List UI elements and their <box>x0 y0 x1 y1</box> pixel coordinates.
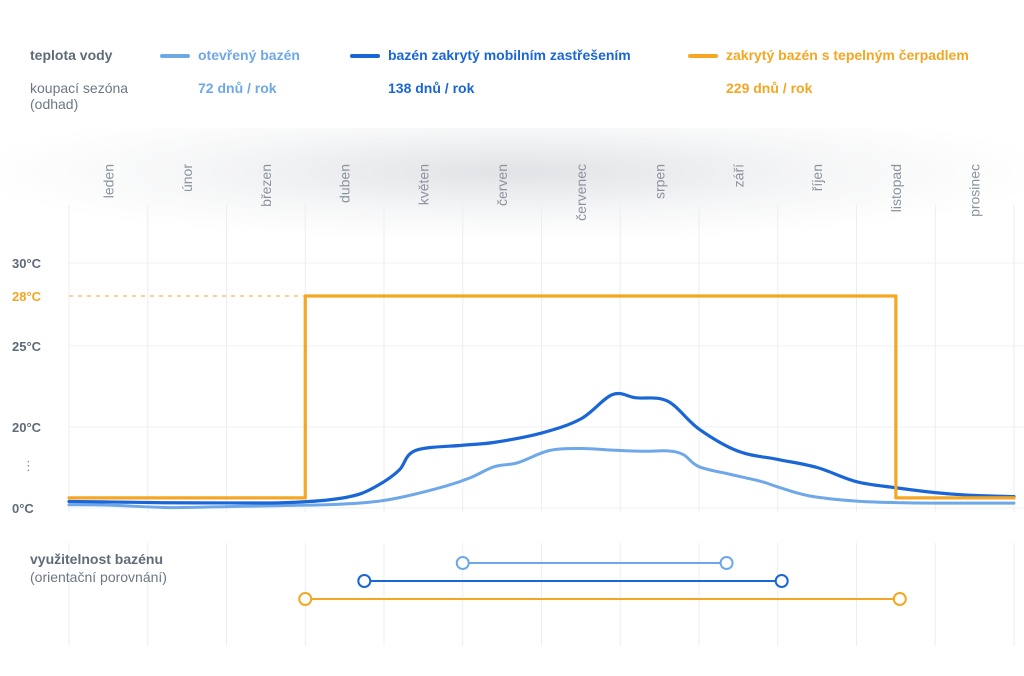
usage-range-end <box>774 574 789 588</box>
usage-subtitle: (orientační porovnání) <box>30 569 167 585</box>
usage-range-start <box>298 592 313 606</box>
month-label: leden <box>100 164 116 198</box>
legend-swatch-mobile <box>350 54 380 58</box>
y-tick-label: 30°C <box>12 256 42 271</box>
usage-range-end <box>892 592 907 606</box>
month-label: listopad <box>888 164 904 212</box>
usage-range-start <box>455 556 470 570</box>
usage-range-start <box>357 574 372 588</box>
season-heat-pump: 229 dnů / rok <box>726 80 813 96</box>
y-tick-label: 28°C <box>12 289 42 304</box>
month-labels: leden únor březen duben květen červen červenec… <box>100 164 982 221</box>
series-line <box>67 294 1016 500</box>
legend-item-heat-pump: zakrytý bazén s tepelným čerpadlem <box>726 47 969 63</box>
y-tick-label: 25°C <box>12 339 42 354</box>
axis-break-marker: ⋮ <box>22 459 35 474</box>
legend-swatch-heat-pump <box>688 54 718 58</box>
legend-title: teplota vody <box>30 47 113 63</box>
usage-ranges <box>298 556 907 606</box>
month-label: únor <box>179 164 195 192</box>
month-label: červenec <box>573 164 589 221</box>
y-tick-label: 20°C <box>12 420 42 435</box>
series-line <box>67 391 1016 505</box>
month-label: březen <box>258 164 274 207</box>
legend-swatch-open <box>160 54 190 58</box>
series-lines <box>67 294 1016 510</box>
usage-range-end <box>719 556 734 570</box>
y-axis-ticks: 0°C 20°C 25°C 28°C 30°C ⋮ <box>12 256 42 516</box>
month-label: září <box>730 164 746 187</box>
month-label: říjen <box>809 164 825 191</box>
usage-title: využitelnost bazénu <box>30 551 164 567</box>
y-tick-label: 0°C <box>12 501 34 516</box>
series-line <box>67 446 1016 510</box>
month-label: červen <box>494 164 510 206</box>
season-open: 72 dnů / rok <box>198 80 277 96</box>
season-mobile: 138 dnů / rok <box>388 80 475 96</box>
season-label-line2: (odhad) <box>30 96 79 112</box>
legend-item-open: otevřený bazén <box>198 47 300 63</box>
month-label: květen <box>415 164 431 205</box>
month-header-shade <box>0 128 1024 238</box>
grid-lines <box>68 205 1024 646</box>
season-label-line1: koupací sezóna <box>30 80 129 96</box>
month-label: prosinec <box>967 164 983 217</box>
month-label: duben <box>337 164 353 203</box>
month-label: srpen <box>652 164 668 199</box>
legend-item-mobile: bazén zakrytý mobilním zastřešením <box>388 47 631 63</box>
